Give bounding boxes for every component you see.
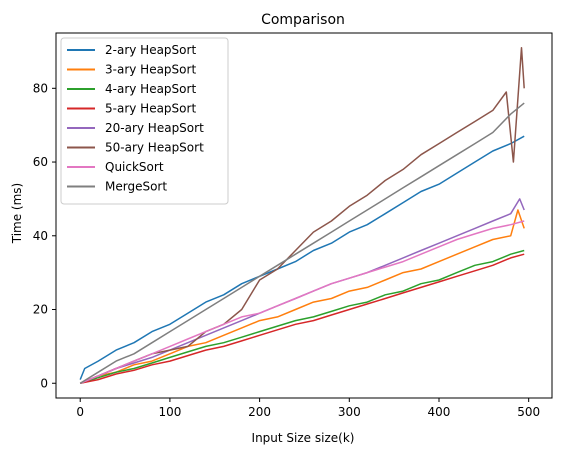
series-line-6	[79, 220, 525, 384]
y-tick-label-3: 60	[33, 155, 48, 169]
legend-box	[60, 37, 229, 205]
series-line-3	[80, 253, 525, 385]
x-axis-label: Input Size size(k)	[252, 431, 355, 445]
legend-label-4: 20-ary HeapSort	[105, 121, 204, 135]
x-tick-label-2: 200	[248, 405, 271, 419]
series-line-5	[79, 46, 525, 384]
series-line-7	[79, 102, 525, 384]
legend-label-2: 4-ary HeapSort	[105, 82, 196, 96]
y-tick-label-4: 80	[33, 81, 48, 95]
legend-label-1: 3-ary HeapSort	[105, 63, 196, 77]
x-tick-label-3: 300	[338, 405, 361, 419]
legend-label-3: 5-ary HeapSort	[105, 102, 196, 116]
y-axis-label: Time (ms)	[10, 183, 24, 245]
series-layer	[79, 46, 525, 385]
x-tick-label-4: 400	[428, 405, 451, 419]
series-line-0	[79, 135, 525, 380]
chart-title: Comparison	[261, 12, 345, 28]
x-tick-label-1: 100	[158, 405, 181, 419]
legend-label-5: 50-ary HeapSort	[105, 141, 204, 155]
x-tick-label-5: 500	[517, 405, 540, 419]
series-line-1	[79, 209, 525, 384]
legend-label-6: QuickSort	[105, 160, 164, 174]
plot-frame	[55, 32, 553, 399]
legend-label-0: 2-ary HeapSort	[105, 43, 196, 57]
tick-layer: 0 100 200 300 400 500 0 20 40 60 80	[33, 81, 540, 419]
legend: 2-ary HeapSort 3-ary HeapSort 4-ary HeapSo…	[60, 37, 229, 205]
series-line-2	[79, 249, 525, 385]
y-tick-label-1: 20	[33, 303, 48, 317]
y-tick-label-0: 0	[40, 376, 48, 390]
y-tick-label-2: 40	[33, 229, 48, 243]
legend-label-7: MergeSort	[105, 180, 167, 194]
x-tick-label-0: 0	[76, 405, 84, 419]
